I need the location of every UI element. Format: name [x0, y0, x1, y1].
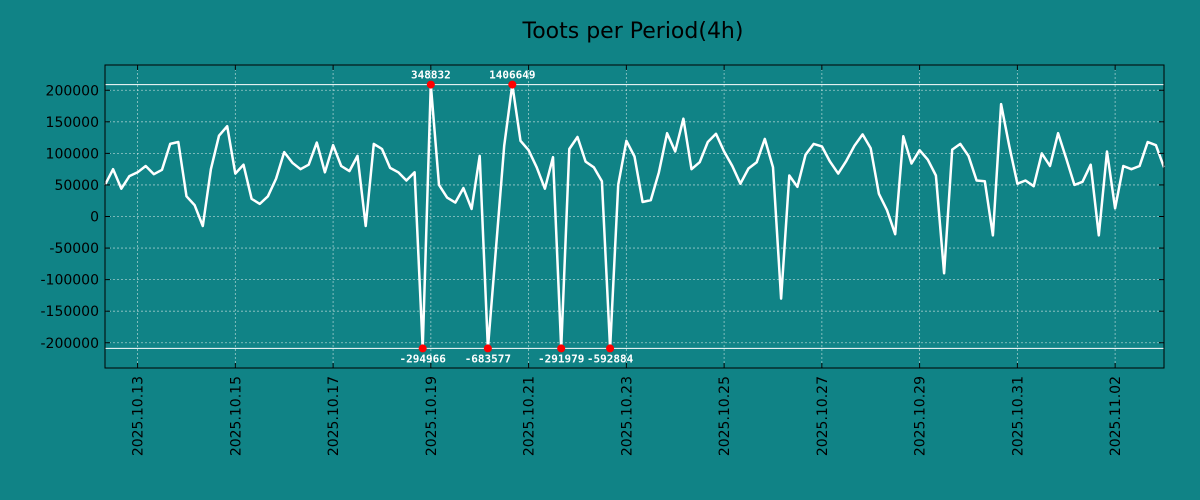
outlier-label: 1406649: [489, 69, 535, 82]
y-tick-label: -150000: [41, 304, 100, 320]
x-tick-label: 2025.10.15: [228, 376, 244, 456]
x-tick-label: 2025.10.27: [815, 376, 831, 456]
outlier-label: 348832: [411, 69, 451, 82]
outlier-marker: [606, 344, 615, 353]
x-tick-label: 2025.10.17: [326, 376, 342, 456]
y-tick-label: 100000: [46, 146, 99, 162]
outlier-annotations: -294966 348832 -683577 1406649 -291979 -59288…: [400, 69, 634, 366]
x-tick-label: 2025.10.29: [913, 376, 929, 456]
outlier-marker: [557, 344, 566, 353]
outlier-label: -294966: [400, 352, 447, 365]
outlier-markers: [418, 80, 615, 353]
outlier-label: -683577: [465, 352, 511, 365]
y-tick-label: 150000: [46, 115, 99, 131]
y-tick-label: -50000: [49, 241, 99, 257]
x-axis: 2025.10.13 2025.10.15 2025.10.17 2025.10.19…: [131, 65, 1124, 456]
series-line: [103, 83, 1166, 350]
y-axis: 200000 150000 100000 50000 0 -50000 -100000 -15…: [41, 83, 1164, 352]
outlier-marker: [426, 80, 435, 89]
outlier-label: -592884: [587, 352, 634, 365]
x-tick-label: 2025.10.23: [619, 376, 635, 456]
y-tick-label: -200000: [41, 336, 100, 352]
y-tick-label: -100000: [41, 273, 100, 289]
grid: [105, 65, 1164, 368]
y-tick-label: 50000: [54, 178, 99, 194]
outlier-marker: [508, 80, 517, 89]
y-tick-label: 0: [90, 210, 99, 226]
outlier-label: -291979: [538, 352, 584, 365]
outlier-marker: [418, 344, 427, 353]
series-group: [103, 83, 1166, 350]
bound-lines: [105, 84, 1164, 349]
outlier-marker: [483, 344, 492, 353]
x-tick-label: 2025.11.02: [1108, 376, 1124, 456]
x-tick-label: 2025.10.13: [131, 376, 147, 456]
chart-title: Toots per Period(4h): [522, 19, 744, 44]
x-tick-label: 2025.10.25: [717, 376, 733, 456]
x-tick-label: 2025.10.21: [522, 376, 538, 456]
y-tick-label: 200000: [46, 83, 99, 99]
x-tick-label: 2025.10.31: [1010, 376, 1026, 456]
x-tick-label: 2025.10.19: [424, 376, 440, 456]
